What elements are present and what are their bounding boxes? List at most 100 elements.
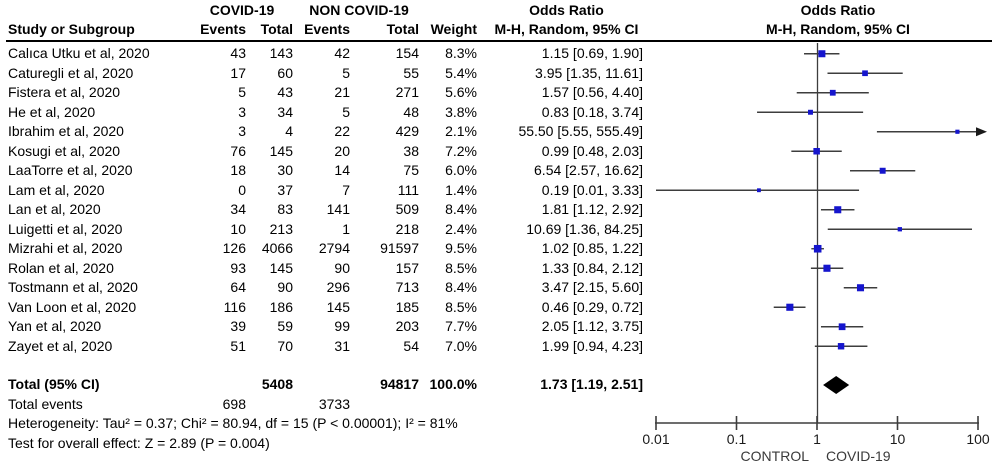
or-marker [813,244,822,253]
covid-events: 93 [230,259,246,276]
group-header-covid19: COVID-19 [209,2,275,18]
noncovid-total: 203 [395,318,419,334]
or-marker [813,147,820,155]
noncovid-total: 154 [395,45,419,61]
noncovid-events: 31 [334,337,350,354]
heterogeneity-row: Heterogeneity: Tau² = 0.37; Chi² = 80.94… [0,414,660,434]
total-covid-total: 5408 [261,376,293,392]
covid-events: 51 [230,337,246,354]
study-name: He et al, 2020 [8,103,96,120]
study-name: Ibrahim et al, 2020 [8,123,124,139]
weight-value: 2.1% [445,123,477,139]
noncovid-total: 429 [395,123,419,139]
or-marker [786,303,794,311]
or-ci-value: 1.81 [1.12, 2.92] [541,201,643,217]
x-axis-tick-label: 1 [813,431,821,447]
or-marker [879,167,886,174]
header-divider [6,40,992,42]
or-marker [862,70,868,77]
table-row: Luigetti et al, 2020 10 213 1 218 2.4% 10.69 [… [0,220,660,240]
noncovid-events: 7 [342,181,350,198]
study-name: Fistera et al, 2020 [8,84,121,100]
weight-value: 1.4% [445,181,477,198]
study-name: Rolan et al, 2020 [8,259,114,276]
noncovid-events: 1 [342,220,350,237]
or-ci-value: 1.02 [0.85, 1.22] [541,240,643,256]
covid-events: 3 [238,103,246,120]
total-row: Total (95% CI) 5408 94817 100.0% 1.73 [1… [0,375,660,395]
or-marker [823,264,831,272]
weight-value: 8.4% [445,279,477,295]
covid-total: 143 [269,45,293,61]
covid-total: 4 [285,123,293,139]
weight-value: 7.0% [445,337,477,354]
noncovid-events: 14 [334,162,350,178]
or-ci-value: 0.83 [0.18, 3.74] [541,103,643,120]
weight-value: 5.6% [445,84,477,100]
noncovid-events: 21 [334,84,350,100]
axis-label-control: CONTROL [741,448,810,464]
table-row: LaaTorre et al, 2020 18 30 14 75 6.0% 6.54 [2.… [0,161,660,181]
noncovid-total: 157 [395,259,419,276]
or-marker [837,343,845,350]
or-ci-value: 1.15 [0.69, 1.90] [541,45,643,61]
table-row: Kosugi et al, 2020 76 145 20 38 7.2% 0.99 [0.4… [0,142,660,162]
x-axis-tick-label: 0.01 [642,431,669,447]
covid-total: 4066 [261,240,293,256]
study-name: LaaTorre et al, 2020 [8,162,133,178]
covid-total: 30 [277,162,293,178]
study-name: Tostmann et al, 2020 [8,279,138,295]
ci-arrow-right [976,127,987,137]
covid-events: 17 [230,64,246,81]
noncovid-total: 271 [395,84,419,100]
total-label: Total (95% CI) [8,376,100,392]
overall-effect-text: Test for overall effect: Z = 2.89 (P = 0… [8,435,270,451]
covid-events: 34 [230,201,246,217]
or-ci-value: 1.99 [0.94, 4.23] [541,337,643,354]
or-marker [808,109,813,115]
weight-value: 5.4% [445,64,477,81]
or-ci-value: 10.69 [1.36, 84.25] [526,220,643,237]
total-or-ci: 1.73 [1.19, 2.51] [540,376,643,392]
covid-events: 18 [230,162,246,178]
noncovid-events: 5 [342,103,350,120]
table-row: Yan et al, 2020 39 59 99 203 7.7% 2.05 [1.12, … [0,317,660,337]
axis-label-covid19: COVID-19 [826,448,891,464]
study-name: Caturegli et al, 2020 [8,64,134,81]
covid-events: 64 [230,279,246,295]
study-name: Lam et al, 2020 [8,181,105,198]
covid-total: 37 [277,181,293,198]
study-name: Kosugi et al, 2020 [8,142,121,159]
noncovid-total: 75 [403,162,419,178]
or-ci-value: 3.95 [1.35, 11.61] [535,64,643,81]
total-events-noncovid: 3733 [318,396,350,412]
study-name: Luigetti et al, 2020 [8,220,123,237]
covid-events: 43 [230,45,246,61]
study-name: Calıca Utku et al, 2020 [8,45,150,61]
or-ci-value: 0.46 [0.29, 0.72] [541,298,643,315]
study-name: Van Loon et al, 2020 [8,298,137,315]
study-name: Mizrahi et al, 2020 [8,240,123,256]
table-row: Zayet et al, 2020 51 70 31 54 7.0% 1.99 [0.94,… [0,337,660,357]
weight-value: 6.0% [445,162,477,178]
weight-value: 2.4% [445,220,477,237]
or-ci-value: 6.54 [2.57, 16.62] [534,162,643,178]
noncovid-events: 90 [334,259,350,276]
noncovid-total: 91597 [380,240,419,256]
covid-total: 43 [277,84,293,100]
x-axis-tick-label: 10 [890,431,906,447]
noncovid-total: 48 [403,103,419,120]
weight-value: 7.7% [445,318,477,334]
covid-total: 70 [277,337,293,354]
weight-value: 9.5% [445,240,477,256]
weight-value: 7.2% [445,142,477,159]
or-marker [818,50,826,58]
or-text-column-title: Odds Ratio [529,2,604,18]
covid-total: 213 [269,220,293,237]
or-marker [829,89,836,96]
covid-events: 126 [222,240,246,256]
total-noncovid-total: 94817 [380,376,419,392]
table-row: Rolan et al, 2020 93 145 90 157 8.5% 1.33 [0.8… [0,259,660,279]
x-axis-tick-label: 0.1 [727,431,747,447]
